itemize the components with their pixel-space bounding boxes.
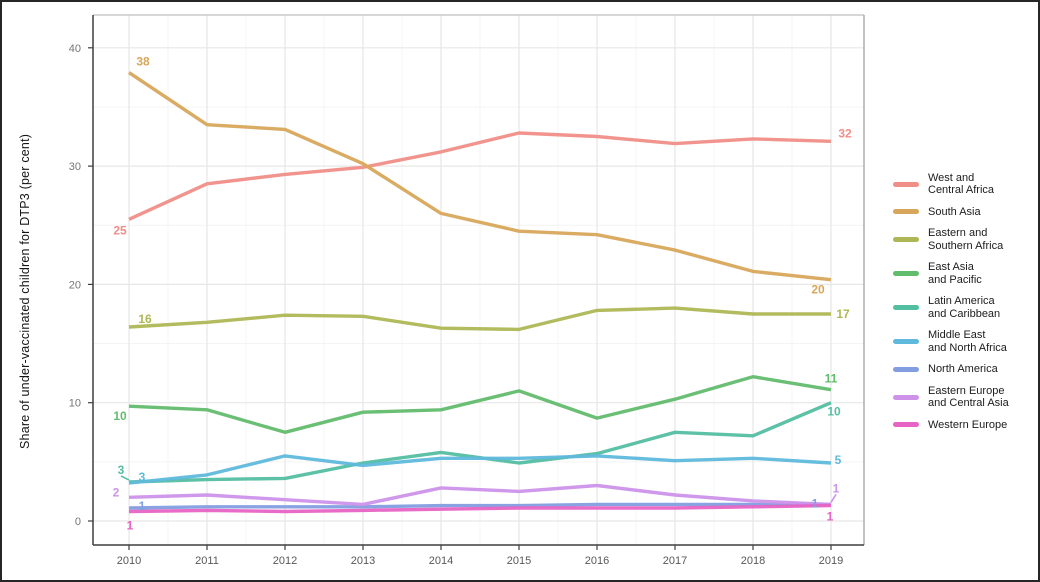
series-value-label: 16: [138, 312, 152, 326]
legend-swatch: [893, 422, 919, 428]
y-tick-label: 0: [75, 516, 81, 528]
x-tick-label: 2014: [429, 555, 453, 567]
x-tick-label: 2017: [663, 555, 687, 567]
legend-swatch: [893, 181, 919, 187]
x-tick-label: 2011: [195, 555, 219, 567]
legend-swatch: [893, 305, 919, 310]
series-value-label: 3: [139, 470, 146, 484]
legend-item-western-europe: Western Europe: [893, 419, 1035, 432]
x-tick-label: 2019: [819, 555, 843, 567]
legend-item-east-asia-and-pacific: East Asia and Pacific: [893, 261, 1035, 286]
legend-label: Western Europe: [928, 418, 1008, 431]
legend-item-south-asia: South Asia: [893, 206, 1035, 219]
legend-label: Latin America and Caribbean: [928, 295, 1001, 320]
legend-item-north-america: North America: [893, 363, 1035, 376]
x-tick-label: 2012: [273, 555, 297, 567]
legend-swatch: [893, 394, 919, 400]
legend-swatch: [893, 339, 919, 344]
legend-item-latin-america-and-caribbean: Latin America and Caribbean: [893, 295, 1035, 320]
series-value-label: 1: [827, 510, 834, 524]
series-value-label: 10: [113, 409, 127, 423]
series-value-label: 3: [118, 463, 125, 477]
series-value-label: 5: [835, 453, 842, 467]
y-tick-label: 40: [69, 43, 81, 55]
series-value-label: 20: [811, 283, 825, 297]
series-value-label: 1: [833, 481, 840, 495]
series-line-western-europe: [128, 503, 832, 514]
series-line-north-america: [128, 502, 831, 510]
legend-item-middle-east-and-north-africa: Middle East and North Africa: [893, 329, 1035, 354]
legend-swatch: [893, 271, 919, 276]
series-line-south-asia: [128, 71, 832, 282]
legend-label: Middle East and North Africa: [928, 329, 1007, 354]
series-value-label: 10: [827, 405, 841, 419]
plot-panel: [93, 15, 864, 545]
legend-swatch: [893, 209, 919, 215]
legend-item-west-and-central-africa: West and Central Africa: [893, 172, 1035, 197]
y-tick-label: 20: [69, 279, 81, 291]
x-tick-label: 2010: [117, 555, 141, 567]
series-line-east-asia-and-pacific: [128, 375, 832, 434]
series-line-eastern-europe-and-central-asia: [128, 483, 832, 507]
legend: West and Central Africa South Asia Eastern…: [893, 167, 1035, 436]
x-tick-label: 2016: [585, 555, 609, 567]
series-value-label: 1: [139, 499, 146, 513]
series-line-eastern-and-southern-africa: [128, 306, 831, 332]
x-tick-label: 2015: [507, 555, 531, 567]
legend-label: Eastern Europe and Central Asia: [928, 384, 1009, 410]
legend-label: West and Central Africa: [928, 171, 995, 197]
legend-item-eastern-europe-and-central-asia: Eastern Europe and Central Asia: [893, 385, 1035, 410]
legend-label: South Asia: [928, 205, 981, 218]
label-leader-line: [120, 475, 130, 481]
series-value-label: 25: [113, 223, 127, 237]
series-value-label: 17: [836, 307, 850, 321]
legend-swatch: [893, 366, 919, 372]
y-tick-label: 10: [69, 398, 81, 410]
series-value-label: 1: [812, 496, 819, 510]
y-tick-label: 30: [69, 161, 81, 173]
legend-label: North America: [928, 363, 998, 375]
legend-label: East Asia and Pacific: [928, 261, 982, 286]
x-tick-label: 2013: [351, 555, 375, 567]
legend-label: Eastern and Southern Africa: [928, 227, 1004, 252]
legend-swatch: [893, 237, 919, 242]
series-value-label: 11: [825, 372, 838, 386]
series-value-label: 1: [127, 519, 134, 533]
series-line-west-and-central-africa: [128, 131, 832, 221]
series-line-middle-east-and-north-africa: [128, 454, 832, 485]
x-tick-label: 2018: [741, 555, 765, 567]
legend-item-eastern-and-southern-africa: Eastern and Southern Africa: [893, 227, 1035, 252]
label-leader-line: [830, 494, 837, 503]
series-value-label: 2: [113, 485, 120, 499]
series-value-label: 32: [838, 126, 852, 140]
series-value-label: 38: [136, 55, 150, 69]
